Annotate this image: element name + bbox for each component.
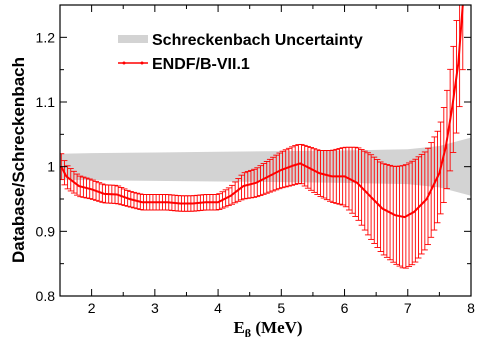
legend-line-marker-right (140, 61, 144, 65)
x-tick-label: 3 (151, 300, 159, 316)
x-axis-label-unit: (MeV) (251, 318, 302, 337)
y-tick-label: 1.2 (36, 29, 56, 45)
legend-band-label: Schreckenbach Uncertainty (152, 32, 363, 49)
y-tick-label: 0.9 (36, 223, 56, 239)
x-tick-label: 6 (341, 300, 349, 316)
legend-series-label: ENDF/B-VII.1 (152, 56, 250, 73)
x-tick-label: 2 (88, 300, 96, 316)
x-axis-label-main: E (233, 318, 244, 337)
plot-frame (59, 4, 472, 297)
series-line-layer (60, 5, 464, 219)
x-tick-label: 7 (404, 300, 412, 316)
y-tick-label: 1 (47, 159, 55, 175)
x-axis-label: Eβ (MeV) (233, 318, 302, 337)
legend-band-swatch (118, 35, 148, 43)
legend: Schreckenbach Uncertainty ENDF/B-VII.1 (118, 32, 363, 73)
x-axis-label-subscript: β (245, 326, 251, 337)
x-tick-label: 8 (467, 300, 475, 316)
y-tick-label: 0.8 (36, 288, 56, 304)
y-tick-label: 1.1 (36, 94, 56, 110)
y-axis-label: Database/Schreckenbach (9, 57, 28, 263)
x-tick-label: 4 (214, 300, 222, 316)
legend-line-marker-left (122, 61, 126, 65)
x-tick-label: 5 (277, 300, 285, 316)
axis-ticks-layer: 2 3 4 5 6 7 8 0.8 0.9 1 1.1 1.2 (36, 5, 475, 316)
series-line-endf (60, 5, 464, 219)
